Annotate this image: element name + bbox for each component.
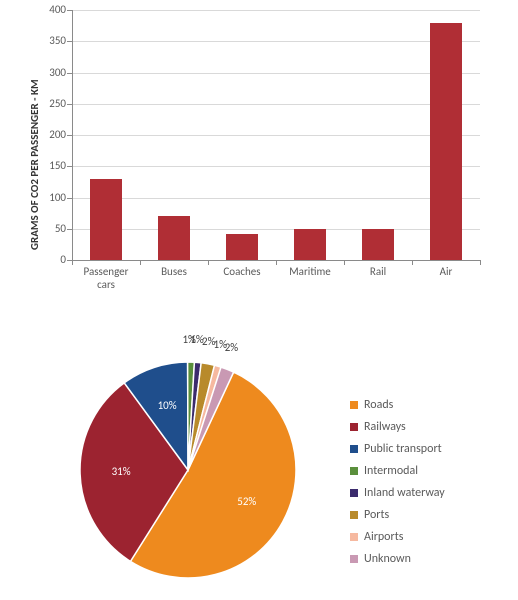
pie-legend: Roads Railways Public transport Intermodal I… (350, 394, 445, 570)
legend-item: Ports (350, 504, 445, 526)
legend-item: Roads (350, 394, 445, 416)
legend-label: Unknown (364, 552, 411, 566)
legend-swatch (350, 445, 358, 453)
legend-swatch (350, 489, 358, 497)
legend-label: Inland waterway (364, 486, 445, 500)
legend-label: Intermodal (364, 464, 418, 478)
pie-pct-label: 2% (225, 341, 238, 354)
legend-label: Ports (364, 508, 389, 522)
legend-swatch (350, 555, 358, 563)
pie-pct-label: 10% (153, 399, 181, 412)
legend-item: Airports (350, 526, 445, 548)
legend-label: Public transport (364, 442, 442, 456)
legend-item: Inland waterway (350, 482, 445, 504)
legend-item: Intermodal (350, 460, 445, 482)
legend-swatch (350, 533, 358, 541)
legend-swatch (350, 401, 358, 409)
legend-swatch (350, 423, 358, 431)
legend-label: Airports (364, 530, 403, 544)
pie-pct-label: 31% (107, 465, 135, 478)
legend-item: Public transport (350, 438, 445, 460)
legend-swatch (350, 511, 358, 519)
legend-label: Railways (364, 420, 406, 434)
pie-pct-label: 52% (233, 495, 261, 508)
legend-label: Roads (364, 398, 393, 412)
legend-item: Unknown (350, 548, 445, 570)
legend-swatch (350, 467, 358, 475)
legend-item: Railways (350, 416, 445, 438)
